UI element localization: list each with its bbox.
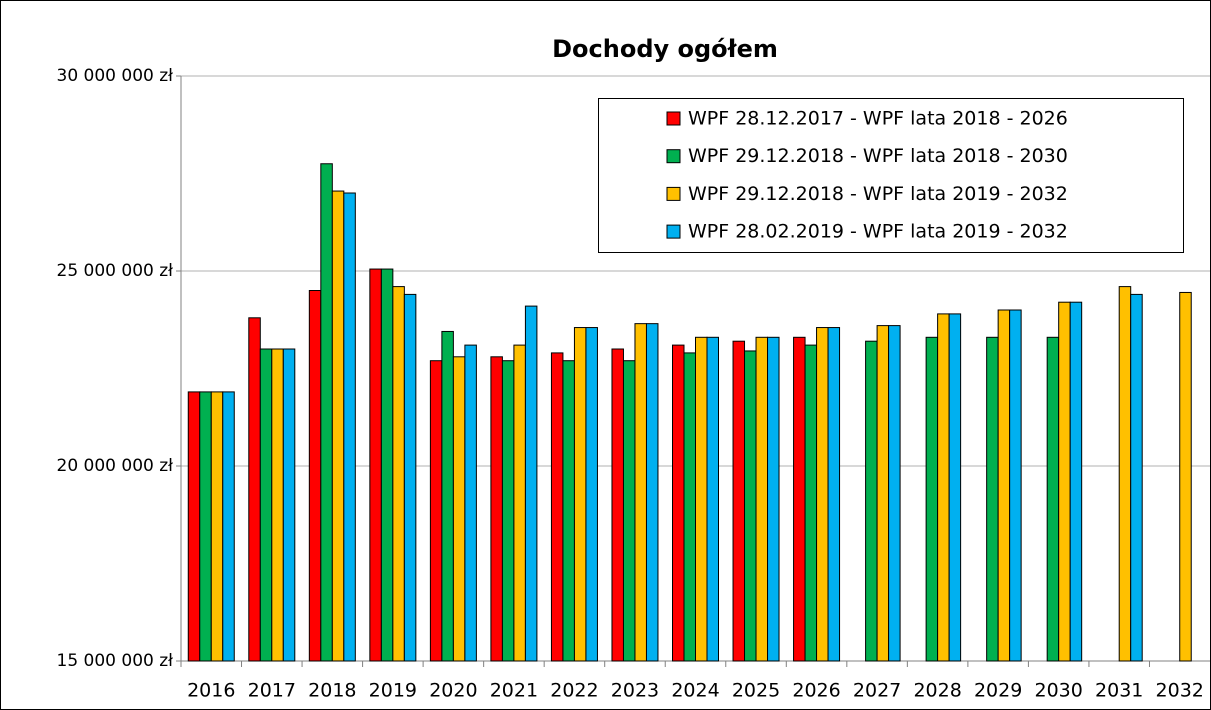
- y-tick-label: 15 000 000 zł: [57, 651, 174, 671]
- bar: [1069, 301, 1083, 662]
- bar: [634, 323, 647, 662]
- bar: [767, 336, 780, 662]
- legend-label: WPF 28.12.2017 - WPF lata 2018 - 2026: [688, 108, 1068, 130]
- bar: [331, 190, 345, 662]
- y-tick-label: 20 000 000 zł: [57, 456, 174, 476]
- bar: [816, 327, 829, 662]
- legend-box: [598, 98, 1184, 253]
- bar: [611, 348, 624, 662]
- x-tick-label: 2016: [187, 680, 235, 702]
- bar: [888, 325, 901, 662]
- bar: [683, 352, 696, 662]
- chart-title: Dochody ogółem: [552, 35, 778, 63]
- legend-swatch: [666, 186, 681, 201]
- bar: [308, 290, 322, 662]
- bar: [986, 336, 999, 662]
- bar: [997, 309, 1011, 662]
- bar: [925, 336, 939, 662]
- bar: [282, 348, 296, 662]
- legend-swatch: [666, 224, 681, 239]
- bar: [271, 348, 284, 662]
- bar: [804, 344, 818, 662]
- legend-label: WPF 29.12.2018 - WPF lata 2019 - 2032: [688, 183, 1068, 205]
- bar: [392, 286, 405, 662]
- bar: [550, 352, 564, 662]
- bar: [622, 360, 636, 662]
- x-tick-label: 2027: [853, 680, 901, 702]
- bar: [865, 340, 878, 662]
- bar: [1118, 286, 1132, 662]
- bar: [513, 344, 526, 662]
- bar: [732, 340, 746, 662]
- bar: [259, 348, 273, 662]
- bar: [464, 344, 477, 662]
- bar: [369, 268, 382, 662]
- bar: [343, 192, 356, 662]
- bar: [573, 327, 587, 662]
- bar: [429, 360, 443, 662]
- bar: [948, 313, 962, 662]
- bar: [441, 330, 454, 662]
- bar: [1179, 291, 1192, 662]
- bar: [827, 327, 841, 662]
- bar: [672, 344, 685, 662]
- bar: [380, 268, 394, 662]
- x-tick-label: 2030: [1034, 680, 1082, 702]
- bar: [876, 325, 890, 662]
- x-tick-label: 2028: [913, 680, 961, 702]
- x-tick-label: 2023: [611, 680, 659, 702]
- bar: [248, 317, 261, 662]
- x-tick-label: 2025: [732, 680, 780, 702]
- y-tick-label: 25 000 000 zł: [57, 261, 174, 281]
- bar: [222, 391, 235, 662]
- bar: [490, 356, 503, 662]
- x-tick-label: 2024: [671, 680, 719, 702]
- legend-label: WPF 29.12.2018 - WPF lata 2018 - 2030: [688, 145, 1068, 167]
- x-tick-label: 2019: [369, 680, 417, 702]
- x-tick-label: 2029: [974, 680, 1022, 702]
- y-tick-label: 30 000 000 zł: [57, 66, 174, 86]
- bar: [937, 313, 950, 662]
- bar: [1046, 336, 1060, 662]
- bar: [1058, 301, 1071, 662]
- bar: [793, 336, 806, 662]
- x-tick-label: 2026: [792, 680, 840, 702]
- bar: [1009, 309, 1022, 662]
- x-tick-label: 2022: [550, 680, 598, 702]
- bar: [524, 305, 538, 662]
- bar: [744, 350, 757, 662]
- bar: [187, 391, 201, 662]
- legend-label: WPF 28.02.2019 - WPF lata 2019 - 2032: [688, 221, 1068, 243]
- x-tick-label: 2031: [1095, 680, 1143, 702]
- x-tick-label: 2017: [248, 680, 296, 702]
- bar: [755, 336, 769, 662]
- bar: [645, 323, 659, 662]
- x-tick-label: 2032: [1156, 680, 1204, 702]
- bar: [452, 356, 466, 662]
- x-tick-label: 2020: [429, 680, 477, 702]
- bar: [562, 360, 575, 662]
- bar: [501, 360, 515, 662]
- bar: [199, 391, 212, 662]
- legend-swatch: [666, 111, 681, 126]
- x-tick-label: 2021: [490, 680, 538, 702]
- bar: [706, 336, 719, 662]
- x-tick-label: 2018: [308, 680, 356, 702]
- bar: [695, 336, 708, 662]
- bar: [210, 391, 224, 662]
- bar: [320, 163, 333, 662]
- bar: [585, 327, 598, 662]
- bar: [403, 293, 417, 662]
- bar: [1130, 293, 1143, 662]
- legend-swatch: [666, 149, 681, 164]
